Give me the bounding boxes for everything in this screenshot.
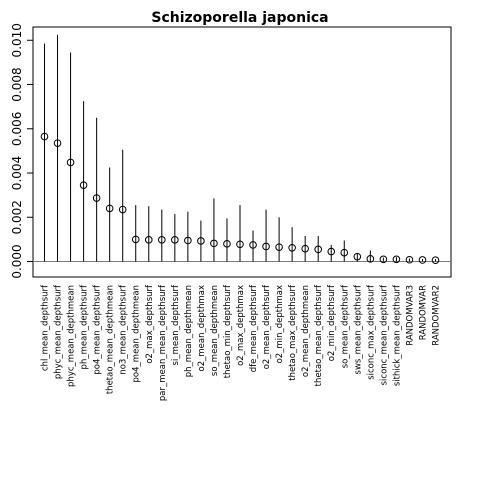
x-tick-label: phyc_mean_depthmean (67, 285, 77, 387)
data-point (275, 243, 283, 251)
data-point (366, 255, 375, 263)
x-tick-label: o2_min_depthmax (275, 285, 285, 363)
data-point (236, 240, 244, 249)
data-point (131, 235, 140, 244)
data-point (249, 241, 257, 249)
x-tick-label: RANDOMVAR2 (432, 285, 442, 346)
data-point (66, 158, 75, 167)
data-point (314, 245, 323, 254)
x-tick-label: ph_mean_depthmean (184, 285, 194, 377)
x-tick-label: thetao_max_depthsurf (288, 284, 298, 381)
whisker-lines (44, 34, 436, 262)
y-tick-label: 0.000 (10, 244, 24, 278)
x-tick-label: si_mean_depthsurf (171, 284, 181, 365)
data-point (405, 255, 414, 264)
data-point (392, 255, 401, 264)
data-point (79, 181, 88, 189)
x-tick-label: RANDOMVAR3 (405, 285, 415, 346)
x-tick-label: RANDOMVAR (418, 285, 428, 340)
data-point (184, 236, 192, 245)
data-point (144, 236, 153, 244)
x-tick-label: phyc_mean_depthsurf (54, 284, 64, 379)
x-tick-label: po4_mean_depthsurf (93, 284, 103, 375)
x-tick-label: o2_max_depthmax (236, 285, 246, 366)
x-tick-label: po4_mean_depthmean (132, 285, 142, 382)
x-tick-label: thetao_min_depthsurf (223, 284, 233, 378)
data-point (171, 236, 179, 244)
x-tick-label: chl_mean_depthsurf (41, 284, 51, 371)
x-tick-label: so_mean_depthmean (210, 285, 220, 376)
data-point (340, 248, 349, 257)
data-point (327, 247, 336, 256)
y-tick-label: 0.006 (10, 112, 24, 146)
x-axis: chl_mean_depthsurf phyc_mean_depthsurf phy… (41, 284, 442, 401)
data-point (288, 243, 296, 252)
y-tick-label: 0.004 (10, 156, 24, 190)
x-tick-label: siconc_max_depthsurf (366, 284, 376, 380)
data-point (105, 204, 114, 213)
x-tick-label: dfe_mean_depthsurf (249, 284, 259, 372)
data-point (53, 139, 62, 147)
y-tick-label: 0.002 (10, 200, 24, 234)
x-tick-label: o2_mean_depthmean (301, 285, 311, 377)
x-tick-label: so_mean_depthsurf (340, 284, 350, 368)
y-axis: 0.000 0.002 0.004 0.006 0.008 0.010 (10, 23, 33, 279)
x-tick-label: sws_mean_depthsurf (353, 284, 363, 374)
data-point (40, 132, 49, 141)
data-point (210, 239, 218, 248)
data-point (197, 237, 205, 245)
data-point (223, 240, 231, 248)
data-point (379, 255, 388, 264)
x-tick-label: o2_max_depthsurf (145, 284, 155, 364)
x-tick-label: o2_min_depthsurf (327, 284, 337, 361)
y-tick-label: 0.008 (10, 67, 24, 101)
data-point (118, 205, 127, 214)
x-tick-label: siconc_mean_depthsurf (379, 284, 389, 385)
data-point (353, 252, 362, 261)
x-tick-label: o2_mean_depthsurf (262, 284, 272, 369)
data-point (431, 256, 440, 264)
chart-title: Schizoporella japonica (151, 10, 328, 26)
x-tick-label: no3_mean_depthsurf (119, 284, 129, 375)
x-tick-label: sithick_mean_depthsurf (392, 284, 402, 386)
y-tick-label: 0.010 (10, 23, 24, 57)
x-tick-label: ph_mean_depthsurf (80, 284, 90, 369)
data-point (418, 256, 427, 264)
data-point (92, 194, 101, 202)
x-tick-label: thetao_mean_depthmean (106, 285, 116, 394)
plot-frame (32, 26, 452, 278)
data-point (262, 242, 270, 251)
x-tick-label: thetao_mean_depthsurf (314, 284, 324, 386)
data-points (40, 132, 440, 264)
data-point (301, 244, 309, 253)
x-tick-label: o2_mean_depthmax (197, 285, 207, 371)
x-tick-label: par_mean_mean_depthsurf (158, 284, 168, 401)
data-point (158, 236, 166, 244)
